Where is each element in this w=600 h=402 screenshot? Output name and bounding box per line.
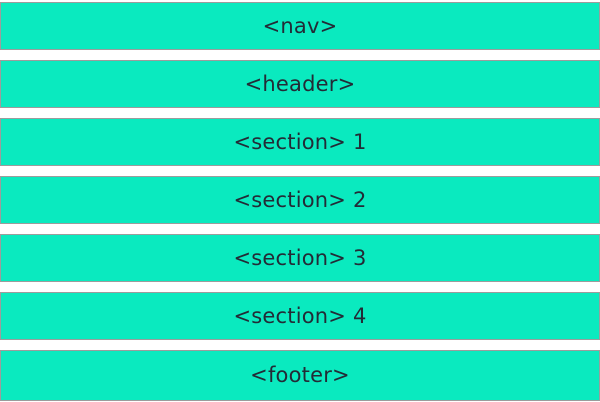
block-section-1: <section> 1 (0, 118, 600, 166)
block-header: <header> (0, 60, 600, 108)
block-footer-label: <footer> (250, 363, 350, 387)
block-nav: <nav> (0, 2, 600, 50)
block-footer: <footer> (0, 350, 600, 401)
block-section-4-label: <section> 4 (233, 303, 367, 328)
block-section-3-label: <section> 3 (233, 245, 367, 270)
block-nav-label: <nav> (262, 13, 338, 38)
block-section-2: <section> 2 (0, 176, 600, 224)
block-section-4: <section> 4 (0, 292, 600, 340)
block-section-3: <section> 3 (0, 234, 600, 282)
block-section-2-label: <section> 2 (233, 187, 367, 212)
block-header-label: <header> (244, 71, 356, 96)
block-section-1-label: <section> 1 (233, 129, 367, 154)
